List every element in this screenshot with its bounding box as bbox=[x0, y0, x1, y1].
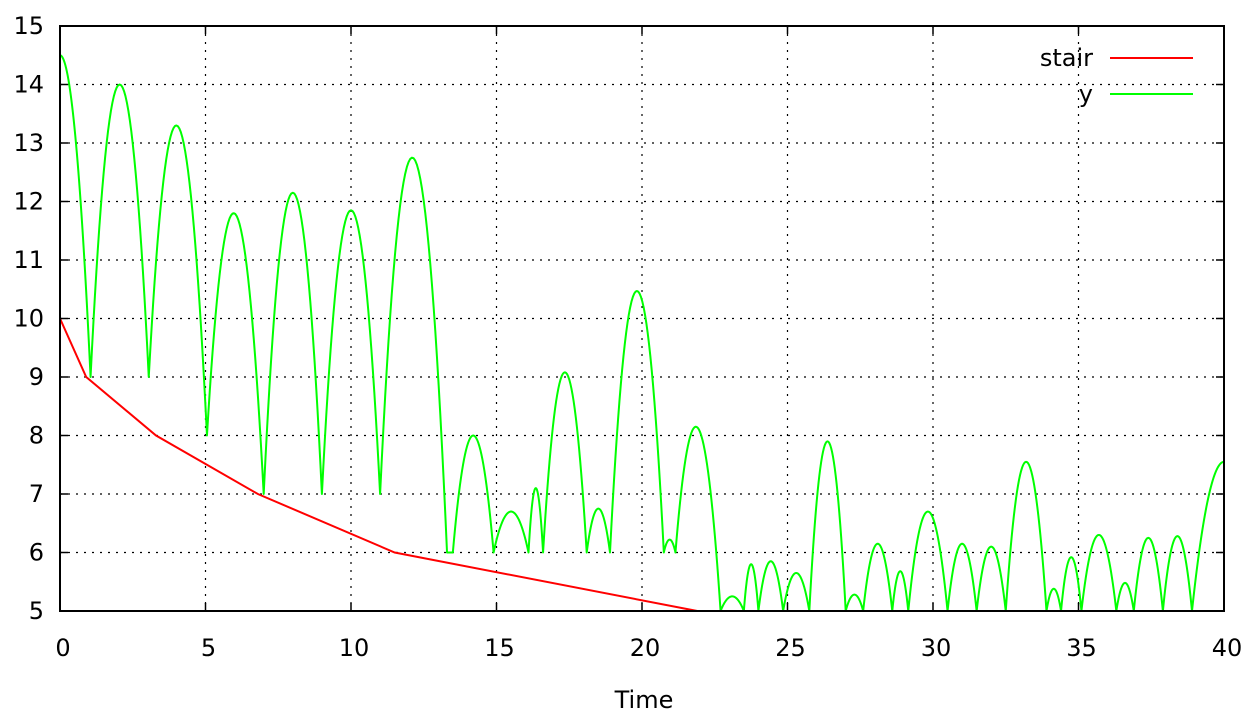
series-line-y bbox=[59, 54, 1225, 612]
x-tick-label: 20 bbox=[630, 634, 661, 662]
grid-lines bbox=[60, 26, 1224, 611]
plot-series bbox=[59, 54, 1225, 612]
x-axis-label: Time bbox=[614, 686, 674, 714]
x-tick-label: 0 bbox=[55, 634, 70, 662]
x-tick-label: 10 bbox=[339, 634, 370, 662]
x-tick-label: 5 bbox=[201, 634, 216, 662]
x-tick-label: 35 bbox=[1066, 634, 1097, 662]
y-tick-label: 5 bbox=[29, 597, 44, 625]
y-tick-label: 15 bbox=[13, 12, 44, 40]
y-tick-label: 10 bbox=[13, 305, 44, 333]
y-tick-label: 13 bbox=[13, 129, 44, 157]
axis-ticks bbox=[59, 25, 1225, 612]
legend-label-y: y bbox=[1079, 80, 1093, 108]
series-line-stair bbox=[59, 318, 698, 612]
x-tick-label: 25 bbox=[775, 634, 806, 662]
x-tick-labels: 0 5 10 15 20 25 30 35 40 bbox=[55, 634, 1242, 662]
y-tick-labels: 5 6 7 8 9 10 11 12 13 14 15 bbox=[13, 12, 44, 625]
x-tick-label: 15 bbox=[484, 634, 515, 662]
legend: stair y bbox=[1040, 44, 1193, 108]
y-tick-label: 14 bbox=[13, 71, 44, 99]
legend-label-stair: stair bbox=[1040, 44, 1093, 72]
y-tick-label: 6 bbox=[29, 539, 44, 567]
y-tick-label: 9 bbox=[29, 363, 44, 391]
x-tick-label: 30 bbox=[921, 634, 952, 662]
y-tick-label: 7 bbox=[29, 480, 44, 508]
y-tick-label: 12 bbox=[13, 188, 44, 216]
y-tick-label: 8 bbox=[29, 422, 44, 450]
y-tick-label: 11 bbox=[13, 246, 44, 274]
x-tick-label: 40 bbox=[1212, 634, 1243, 662]
